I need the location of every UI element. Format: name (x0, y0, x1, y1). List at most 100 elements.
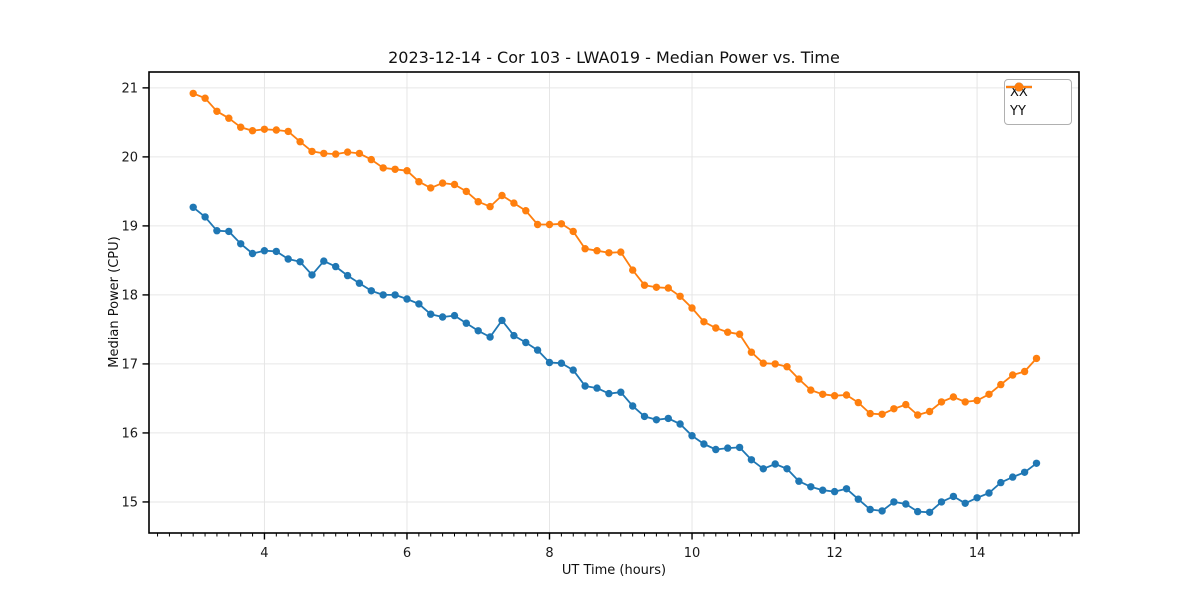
series-marker-yy (937, 398, 946, 406)
series-marker-yy (890, 405, 898, 413)
series-marker-xx (189, 203, 197, 211)
series-marker-yy (878, 410, 886, 418)
series-marker-xx (248, 249, 257, 258)
series-marker-xx (830, 487, 839, 496)
series-marker-xx (391, 291, 399, 299)
series-marker-yy (973, 396, 981, 405)
series-marker-yy (462, 187, 470, 196)
series-line-yy (192, 92, 1038, 416)
series-marker-xx (1032, 459, 1041, 467)
series-marker-yy (902, 400, 910, 409)
series-marker-xx (759, 465, 767, 473)
series-marker-yy (343, 148, 352, 156)
series-marker-yy (355, 149, 364, 158)
series-marker-xx (237, 240, 245, 248)
series-marker-yy (533, 220, 542, 229)
series-marker-xx (510, 331, 518, 340)
series-marker-yy (593, 247, 601, 255)
series-marker-xx (593, 384, 601, 392)
y-tick-label: 19 (121, 219, 138, 234)
series-marker-xx (819, 486, 827, 494)
series-marker-xx (498, 316, 506, 325)
legend-sample-yy-icon (1006, 82, 1032, 92)
series-marker-xx (878, 507, 886, 515)
series-marker-xx (272, 247, 280, 256)
series-marker-yy (724, 328, 732, 336)
series-marker-xx (949, 492, 958, 501)
series-marker-yy (842, 391, 851, 399)
series-marker-yy (747, 348, 756, 356)
series-marker-yy (854, 398, 862, 407)
series-marker-yy (914, 411, 922, 419)
series-marker-xx (902, 500, 910, 508)
series-marker-xx (605, 389, 613, 398)
series-marker-yy (830, 392, 839, 400)
series-marker-yy (985, 390, 993, 398)
series-marker-yy (237, 123, 245, 131)
axes-frame (148, 71, 1080, 534)
series-marker-xx (664, 414, 672, 423)
series-marker-yy (700, 318, 708, 326)
series-marker-yy (438, 179, 447, 187)
x-tick-label: 12 (826, 546, 843, 561)
series-marker-xx (296, 258, 304, 266)
y-tick-label: 16 (121, 426, 138, 441)
series-marker-yy (759, 359, 767, 367)
series-marker-xx (320, 257, 328, 265)
series-marker-xx (450, 311, 459, 320)
series-marker-xx (569, 366, 577, 374)
series-marker-yy (308, 147, 316, 156)
series-marker-yy (391, 165, 399, 173)
series-marker-yy (771, 360, 779, 368)
series-marker-xx (545, 358, 554, 367)
series-marker-xx (640, 412, 649, 421)
series-marker-xx (854, 495, 862, 503)
series-marker-yy (949, 393, 958, 401)
series-marker-yy (522, 207, 530, 215)
series-marker-xx (308, 271, 316, 279)
series-marker-xx (712, 445, 720, 454)
series-marker-yy (997, 380, 1005, 389)
series-marker-yy (201, 94, 209, 102)
series-marker-yy (617, 248, 625, 256)
y-tick-label: 15 (121, 495, 138, 510)
series-marker-xx (1009, 473, 1017, 481)
series-marker-xx (201, 213, 209, 221)
series-marker-xx (522, 338, 530, 347)
series-marker-yy (474, 198, 482, 206)
series-marker-xx (415, 300, 423, 308)
series-marker-xx (581, 382, 589, 390)
series-marker-xx (533, 346, 542, 354)
series-marker-yy (403, 167, 411, 175)
series-marker-xx (724, 444, 732, 452)
series-marker-yy (807, 386, 815, 394)
series-marker-yy (1020, 367, 1029, 376)
series-marker-yy (415, 178, 423, 186)
series-marker-xx (1020, 468, 1029, 476)
y-axis-label: Median Power (CPU) (107, 236, 122, 368)
series-marker-yy (498, 191, 506, 200)
series-marker-xx (997, 478, 1005, 487)
series-marker-xx (973, 494, 981, 502)
x-tick-label: 8 (545, 546, 553, 561)
series-marker-xx (213, 227, 221, 235)
series-marker-xx (474, 327, 482, 335)
series-marker-yy (486, 202, 494, 211)
legend-label-yy: YY (1010, 103, 1026, 119)
series-marker-yy (379, 164, 387, 172)
series-marker-xx (795, 477, 803, 485)
x-tick-label: 10 (684, 546, 701, 561)
series-marker-yy (1009, 371, 1017, 379)
series-marker-yy (367, 155, 375, 164)
series-marker-yy (213, 107, 221, 116)
y-tick-label: 18 (121, 288, 138, 303)
series-marker-yy (1032, 354, 1041, 363)
y-tick-label: 17 (121, 357, 138, 372)
series-marker-xx (866, 505, 874, 514)
series-marker-xx (260, 247, 269, 255)
series-marker-yy (581, 245, 589, 253)
series-marker-xx (379, 291, 387, 299)
series-marker-xx (771, 460, 779, 468)
series-marker-xx (438, 313, 447, 321)
